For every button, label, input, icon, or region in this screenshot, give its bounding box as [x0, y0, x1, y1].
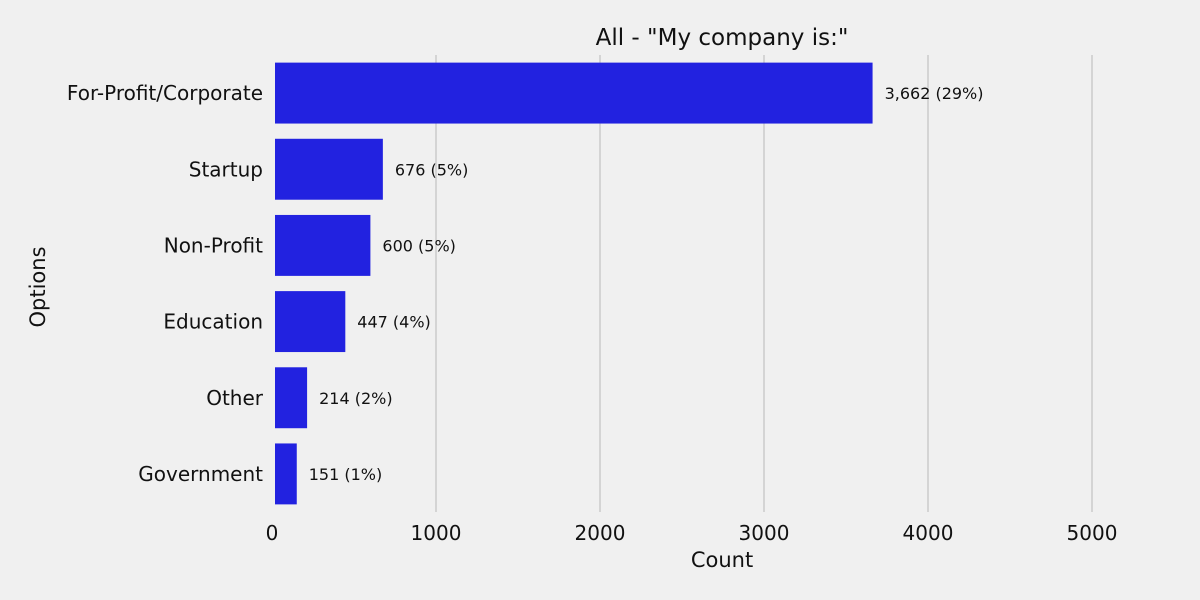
data-label: 3,662 (29%) [885, 84, 984, 103]
data-label: 214 (2%) [319, 389, 393, 408]
x-tick-label: 0 [266, 521, 279, 545]
category-label: Other [206, 386, 264, 410]
bars [275, 62, 873, 505]
data-label: 600 (5%) [382, 236, 456, 255]
bar [275, 138, 383, 200]
category-label: For-Profit/Corporate [67, 81, 263, 105]
bar [275, 367, 308, 429]
x-axis-label: Count [691, 548, 753, 572]
gridlines [435, 55, 1093, 512]
chart-title: All - "My company is:" [596, 25, 849, 51]
bar [275, 291, 346, 353]
category-label: Government [138, 462, 263, 486]
x-tick-label: 1000 [411, 521, 462, 545]
data-label: 447 (4%) [357, 313, 431, 332]
category-labels: For-Profit/Corporate Startup Non-Profit Edu… [67, 81, 264, 486]
x-tick-label: 3000 [739, 521, 790, 545]
data-label: 676 (5%) [395, 160, 469, 179]
x-tick-labels: 0 1000 2000 3000 4000 5000 [266, 521, 1118, 545]
x-tick-label: 5000 [1067, 521, 1118, 545]
category-label: Non-Profit [164, 233, 263, 257]
x-tick-label: 2000 [575, 521, 626, 545]
bar [275, 443, 297, 505]
category-label: Startup [189, 157, 263, 181]
data-labels: 3,662 (29%) 676 (5%) 600 (5%) 447 (4%) 214 (… [309, 84, 984, 484]
bar [275, 62, 873, 124]
data-label: 151 (1%) [309, 465, 383, 484]
bar [275, 214, 371, 276]
x-tick-label: 4000 [903, 521, 954, 545]
y-axis-label: Options [26, 246, 50, 327]
category-label: Education [163, 310, 263, 334]
